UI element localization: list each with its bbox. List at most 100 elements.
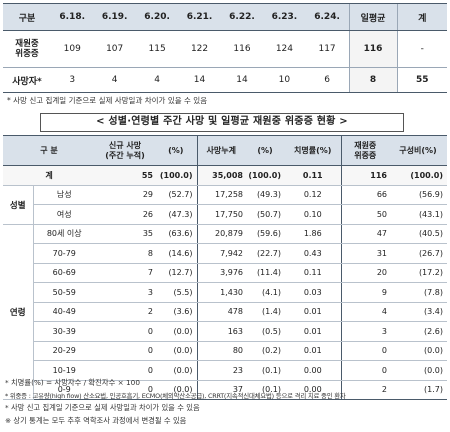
cum-deaths-pct-cell: (4.1) (245, 282, 285, 303)
deaths-value: 3 (51, 67, 94, 93)
new-deaths-cell: 2 (95, 302, 155, 322)
deaths-value: 4 (93, 67, 136, 93)
new-deaths-pct-cell: (47.3) (155, 204, 197, 225)
footnote: * 위중증 : 고유량(high flow) 산소요법, 인공호흡기, ECMO… (5, 391, 346, 400)
footnote: * 사망 신고 집계일 기준으로 실제 사망일과 차이가 있을 수 있음 (5, 403, 200, 412)
severe-cell: 47 (340, 224, 389, 244)
severe-pct-cell: (17.2) (389, 263, 447, 283)
deaths-label: 사망자* (3, 67, 51, 93)
detail-header-row: 구 분 신규 사망 (주간 누적) (%) 사망누계 (%) 치명률(%) 재원중… (3, 135, 447, 166)
new-deaths-pct-cell: (5.5) (155, 282, 197, 303)
table-row: 연령 80세 이상 35 (63.6) 20,879 (59.6) 1.86 4… (3, 224, 447, 400)
severe-total: - (396, 30, 447, 68)
summary-header-cell: 6.22. (220, 3, 264, 31)
new-deaths-pct-cell: (12.7) (155, 263, 197, 283)
row-label: 0-9 (33, 380, 95, 400)
new-deaths-pct-cell: (100.0) (155, 165, 197, 186)
header-group: 구 분 (3, 135, 95, 166)
cum-deaths-pct-cell: (0.2) (245, 341, 285, 361)
footnote: ※ 상기 통계는 모두 추후 역학조사 과정에서 변경될 수 있음 (5, 415, 187, 425)
row-label: 80세 이상 (33, 224, 95, 244)
cum-deaths-pct-cell: (100.0) (245, 165, 285, 186)
severe-row: 재원중 위중증 109 107 115 122 116 124 117 116 - (3, 30, 447, 68)
cum-deaths-cell: 478 (196, 302, 245, 322)
row-label: 50-59 (33, 282, 95, 303)
severe-value: 122 (178, 30, 221, 68)
header-fatality: 치명률(%) (285, 135, 341, 166)
cum-deaths-cell: 7,942 (196, 243, 245, 264)
fatality-cell: 0.01 (285, 302, 341, 322)
footnote: * 치명률(%) = 사망자수 / 확진자수 × 100 (5, 378, 140, 387)
cum-deaths-cell: 35,008 (196, 165, 245, 186)
row-label: 20-29 (33, 341, 95, 361)
new-deaths-pct-cell: (63.6) (155, 224, 197, 244)
row-label: 40-49 (33, 302, 95, 322)
new-deaths-pct-cell: (0.0) (155, 341, 197, 361)
fatality-cell: 0.00 (285, 360, 341, 381)
severe-cell: 116 (340, 165, 389, 186)
header-new-deaths: 신규 사망 (주간 누적) (95, 135, 155, 166)
row-label: 10-19 (33, 360, 95, 381)
summary-header-cell: 6.18. (51, 3, 94, 31)
cum-deaths-cell: 37 (196, 380, 245, 400)
summary-header-cell: 6.20. (135, 3, 179, 31)
severe-cell: 20 (340, 263, 389, 283)
severe-label: 재원중 위중증 (3, 30, 51, 68)
table-row: 30-39 0 (0.0) 163 (0.5) 0.01 3 (2.6) (3, 321, 447, 342)
cum-deaths-cell: 17,258 (196, 185, 245, 205)
row-label: 30-39 (33, 321, 95, 342)
severe-pct-cell: (40.5) (389, 224, 447, 244)
summary-header-cell: 구분 (3, 3, 51, 31)
summary-header-cell: 6.23. (263, 3, 306, 31)
fatality-cell: 0.01 (285, 321, 341, 342)
cum-deaths-pct-cell: (50.7) (245, 204, 285, 225)
row-label: 70-79 (33, 243, 95, 264)
new-deaths-pct-cell: (0.0) (155, 321, 197, 342)
table-row: 20-29 0 (0.0) 80 (0.2) 0.01 0 (0.0) (3, 341, 447, 361)
severe-value: 115 (135, 30, 179, 68)
fatality-cell: 1.86 (285, 224, 341, 244)
severe-pct-cell: (0.0) (389, 360, 447, 381)
fatality-cell: 0.11 (285, 263, 341, 283)
deaths-value: 6 (305, 67, 349, 93)
row-label: 60-69 (33, 263, 95, 283)
new-deaths-pct-cell: (52.7) (155, 185, 197, 205)
cum-deaths-cell: 1,430 (196, 282, 245, 303)
severe-pct-cell: (56.9) (389, 185, 447, 205)
severe-cell: 3 (340, 321, 389, 342)
new-deaths-pct-cell: (3.6) (155, 302, 197, 322)
fatality-cell: 0.03 (285, 282, 341, 303)
table-row: 10-19 0 (0.0) 23 (0.1) 0.00 0 (0.0) (3, 360, 447, 381)
new-deaths-cell: 35 (95, 224, 155, 244)
fatality-cell: 0.43 (285, 243, 341, 264)
summary-header-row: 구분 6.18. 6.19. 6.20. 6.21. 6.22. 6.23. 6… (3, 3, 447, 31)
age-group-label: 연령 (3, 224, 34, 400)
fatality-cell: 0.11 (285, 165, 341, 186)
cum-deaths-pct-cell: (22.7) (245, 243, 285, 264)
severe-cell: 31 (340, 243, 389, 264)
deaths-value: 14 (178, 67, 221, 93)
table-row: 여성 26 (47.3) 17,750 (50.7) 0.10 50 (43.1… (3, 204, 447, 225)
row-label: 남성 (33, 185, 95, 205)
deaths-average: 8 (348, 67, 397, 93)
cum-deaths-pct-cell: (0.5) (245, 321, 285, 342)
cum-deaths-pct-cell: (0.1) (245, 380, 285, 400)
cum-deaths-pct-cell: (59.6) (245, 224, 285, 244)
cum-deaths-cell: 17,750 (196, 204, 245, 225)
cum-deaths-cell: 163 (196, 321, 245, 342)
new-deaths-cell: 0 (95, 341, 155, 361)
severe-average: 116 (348, 30, 397, 68)
severe-cell: 50 (340, 204, 389, 225)
total-row: 계 55 (100.0) 35,008 (100.0) 0.11 116 (10… (3, 165, 447, 186)
fatality-cell: 0.12 (285, 185, 341, 205)
severe-pct-cell: (7.8) (389, 282, 447, 303)
sex-age-table: 구 분 신규 사망 (주간 누적) (%) 사망누계 (%) 치명률(%) 재원중… (3, 135, 447, 400)
header-share: 구성비(%) (389, 135, 447, 166)
header-severe: 재원중 위중증 (340, 135, 389, 166)
deaths-total: 55 (396, 67, 447, 93)
row-label: 계 (3, 165, 95, 186)
severe-pct-cell: (0.0) (389, 341, 447, 361)
severe-cell: 66 (340, 185, 389, 205)
severe-value: 109 (51, 30, 94, 68)
new-deaths-cell: 29 (95, 185, 155, 205)
